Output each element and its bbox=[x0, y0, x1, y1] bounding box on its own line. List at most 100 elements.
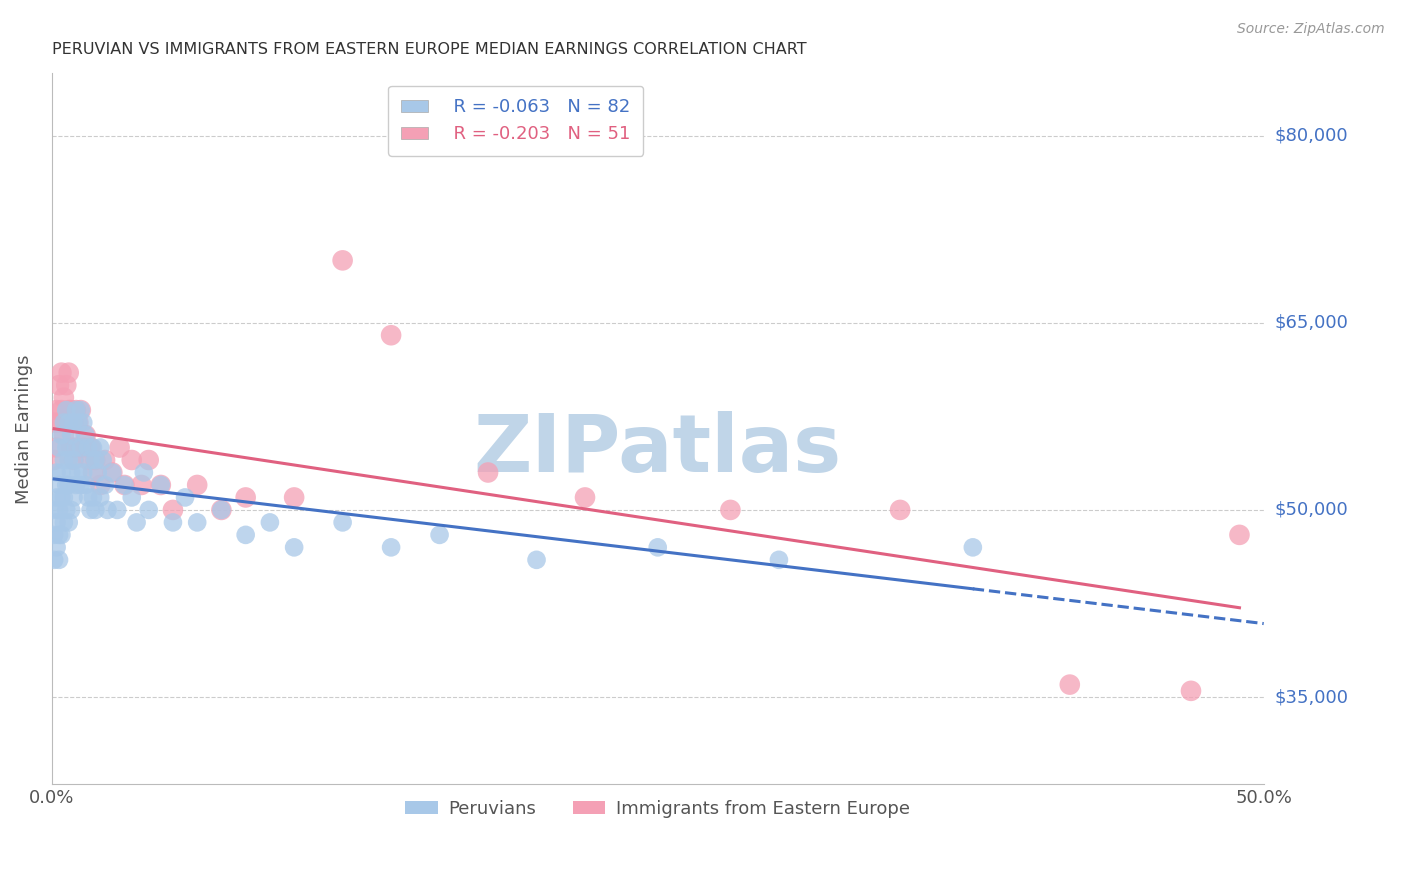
Point bbox=[101, 466, 124, 480]
Point bbox=[65, 441, 87, 455]
Point bbox=[79, 453, 101, 467]
Point bbox=[1180, 683, 1202, 698]
Point bbox=[477, 466, 499, 480]
Point bbox=[75, 478, 97, 492]
Point bbox=[58, 478, 80, 492]
Point bbox=[51, 466, 73, 480]
Point bbox=[89, 478, 111, 492]
Text: $35,000: $35,000 bbox=[1275, 688, 1348, 706]
Point bbox=[149, 478, 172, 492]
Point bbox=[82, 466, 104, 480]
Point bbox=[65, 403, 87, 417]
Text: ZIPatlas: ZIPatlas bbox=[474, 411, 842, 489]
Point bbox=[45, 516, 67, 530]
Point bbox=[52, 491, 75, 505]
Point bbox=[51, 403, 73, 417]
Point bbox=[45, 466, 67, 480]
Point bbox=[72, 441, 94, 455]
Point bbox=[62, 453, 84, 467]
Point bbox=[526, 553, 548, 567]
Point bbox=[283, 541, 305, 555]
Point bbox=[186, 478, 208, 492]
Text: $80,000: $80,000 bbox=[1275, 127, 1348, 145]
Point bbox=[84, 453, 107, 467]
Point bbox=[44, 416, 66, 430]
Point bbox=[105, 503, 128, 517]
Point bbox=[45, 441, 67, 455]
Point bbox=[75, 428, 97, 442]
Point bbox=[174, 491, 197, 505]
Point bbox=[62, 453, 84, 467]
Point bbox=[44, 528, 66, 542]
Point bbox=[48, 378, 70, 392]
Point bbox=[259, 516, 281, 530]
Point bbox=[60, 428, 83, 442]
Point bbox=[45, 403, 67, 417]
Point bbox=[55, 478, 77, 492]
Point bbox=[62, 491, 84, 505]
Point bbox=[1229, 528, 1251, 542]
Point bbox=[77, 453, 100, 467]
Point bbox=[114, 478, 136, 492]
Point bbox=[132, 466, 155, 480]
Point bbox=[67, 416, 90, 430]
Point bbox=[51, 428, 73, 442]
Point bbox=[55, 441, 77, 455]
Point bbox=[60, 441, 83, 455]
Point bbox=[48, 416, 70, 430]
Point bbox=[52, 428, 75, 442]
Point bbox=[72, 466, 94, 480]
Point bbox=[75, 428, 97, 442]
Point bbox=[51, 528, 73, 542]
Point bbox=[67, 466, 90, 480]
Point bbox=[114, 478, 136, 492]
Point bbox=[55, 416, 77, 430]
Point bbox=[51, 366, 73, 380]
Text: $50,000: $50,000 bbox=[1275, 501, 1348, 519]
Point bbox=[77, 491, 100, 505]
Point bbox=[962, 541, 984, 555]
Point bbox=[60, 403, 83, 417]
Point bbox=[94, 453, 117, 467]
Point bbox=[58, 416, 80, 430]
Point bbox=[79, 441, 101, 455]
Point bbox=[52, 391, 75, 405]
Point bbox=[89, 441, 111, 455]
Point bbox=[69, 403, 91, 417]
Point bbox=[55, 503, 77, 517]
Legend: Peruvians, Immigrants from Eastern Europe: Peruvians, Immigrants from Eastern Europ… bbox=[398, 793, 917, 825]
Point bbox=[162, 516, 184, 530]
Point bbox=[162, 503, 184, 517]
Point bbox=[45, 491, 67, 505]
Point bbox=[720, 503, 742, 517]
Point bbox=[84, 503, 107, 517]
Point bbox=[45, 541, 67, 555]
Text: Source: ZipAtlas.com: Source: ZipAtlas.com bbox=[1237, 22, 1385, 37]
Point bbox=[62, 416, 84, 430]
Point bbox=[48, 528, 70, 542]
Point bbox=[91, 453, 114, 467]
Point bbox=[79, 503, 101, 517]
Point bbox=[82, 441, 104, 455]
Point bbox=[51, 491, 73, 505]
Point bbox=[58, 366, 80, 380]
Point bbox=[58, 516, 80, 530]
Point bbox=[138, 453, 160, 467]
Point bbox=[55, 403, 77, 417]
Point bbox=[69, 441, 91, 455]
Point bbox=[96, 503, 118, 517]
Point bbox=[332, 516, 354, 530]
Point bbox=[283, 491, 305, 505]
Point bbox=[186, 516, 208, 530]
Point bbox=[65, 441, 87, 455]
Point bbox=[332, 253, 354, 268]
Point bbox=[69, 478, 91, 492]
Point bbox=[574, 491, 596, 505]
Text: PERUVIAN VS IMMIGRANTS FROM EASTERN EUROPE MEDIAN EARNINGS CORRELATION CHART: PERUVIAN VS IMMIGRANTS FROM EASTERN EURO… bbox=[52, 42, 807, 57]
Point bbox=[235, 491, 257, 505]
Point bbox=[87, 466, 110, 480]
Point bbox=[380, 328, 402, 343]
Point bbox=[647, 541, 669, 555]
Point bbox=[89, 491, 111, 505]
Point bbox=[65, 478, 87, 492]
